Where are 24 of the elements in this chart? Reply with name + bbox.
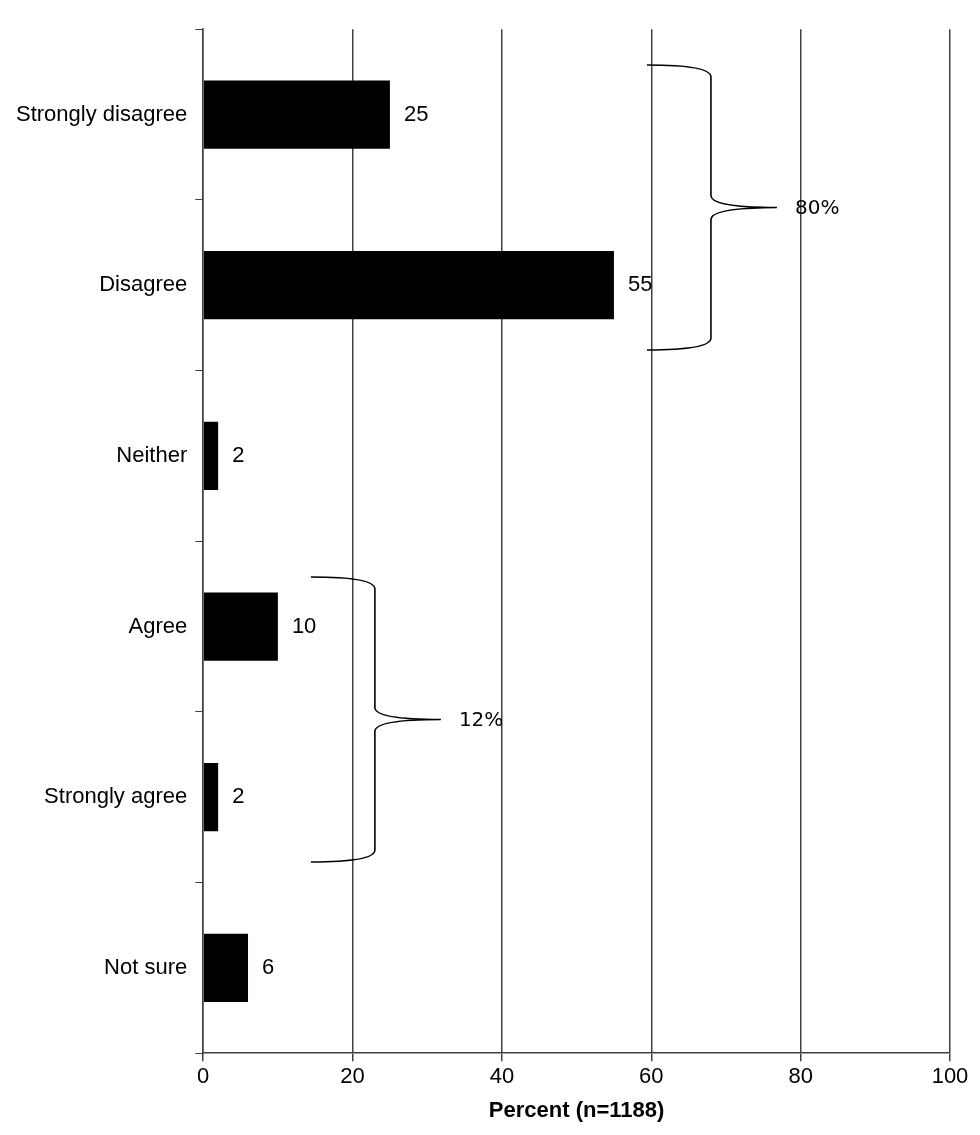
bar (203, 80, 390, 149)
bar (203, 421, 219, 490)
y-tick-label: Neither (116, 441, 188, 467)
y-tick-label: Disagree (99, 271, 188, 297)
x-tick-label: 80 (788, 1063, 813, 1089)
x-tick-label: 60 (639, 1063, 664, 1089)
x-tick-label: 20 (340, 1063, 365, 1089)
data-label: 6 (262, 953, 275, 979)
y-tick-label: Not sure (104, 953, 188, 979)
y-tick-label: Strongly agree (44, 783, 188, 809)
bar (203, 933, 249, 1002)
x-tick-label: 0 (197, 1063, 210, 1089)
data-label: 2 (232, 783, 245, 809)
bar (203, 763, 219, 832)
bar (203, 592, 278, 661)
y-tick-label: Strongly disagree (15, 100, 188, 126)
bar (203, 251, 614, 320)
data-label: 25 (403, 100, 429, 126)
x-axis-title: Percent (n=1188) (488, 1096, 665, 1122)
data-label: 10 (291, 612, 317, 638)
x-tick-label: 100 (931, 1063, 969, 1089)
x-tick-label: 40 (489, 1063, 515, 1089)
y-tick-label: Agree (128, 612, 188, 638)
data-label: 2 (232, 441, 245, 467)
